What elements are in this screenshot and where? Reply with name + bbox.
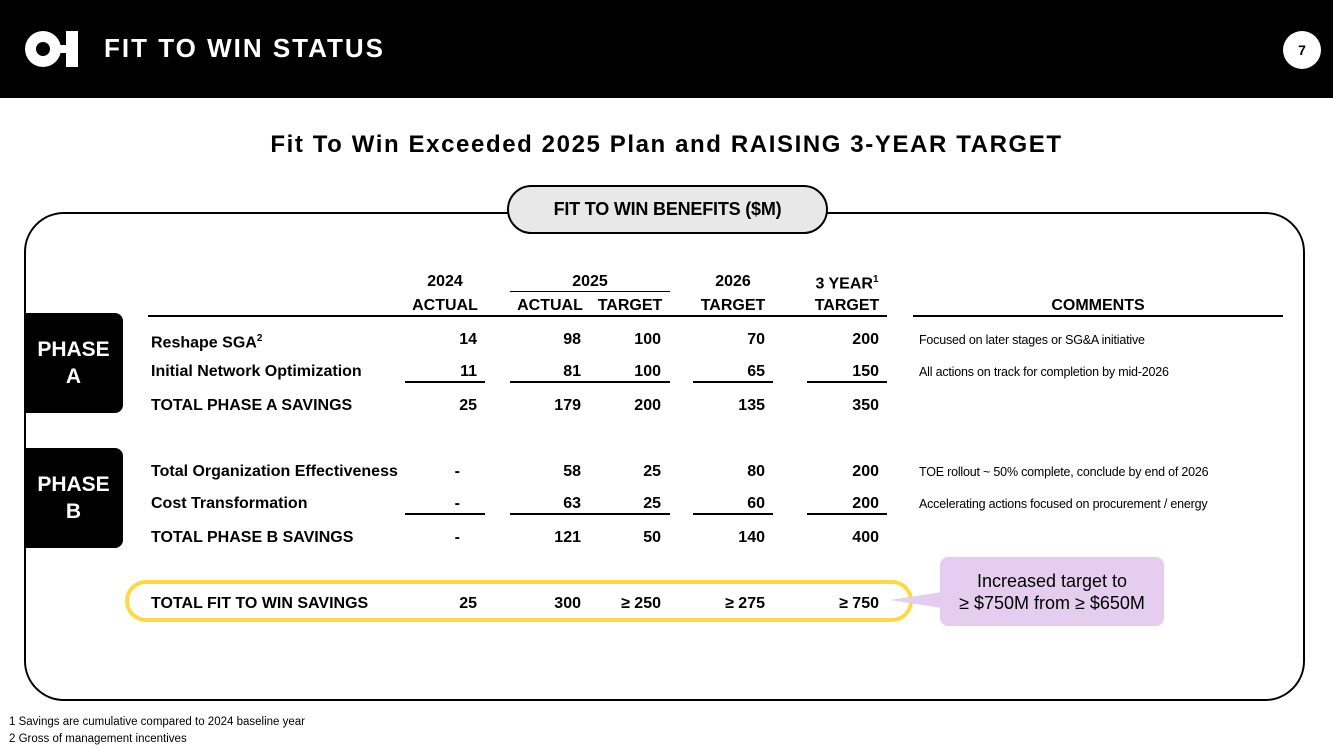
row-name: TOTAL PHASE B SAVINGS: [151, 529, 354, 546]
col-comments: COMMENTS: [1051, 297, 1145, 314]
row-name: Cost Transformation: [151, 495, 308, 512]
cell-2025-target: 200: [634, 397, 661, 414]
subtotal-rule: [510, 513, 670, 515]
col-2025-actual: ACTUAL: [517, 297, 583, 314]
subtotal-rule: [807, 381, 887, 383]
row-name: TOTAL PHASE A SAVINGS: [151, 397, 353, 414]
row-comment: All actions on track for completion by m…: [919, 365, 1169, 379]
cell-2026-target: 70: [747, 331, 765, 348]
cell-2026-target: 135: [738, 397, 765, 414]
col-2025-year: 2025: [572, 273, 608, 290]
phase-a-badge: PHASE A: [24, 313, 123, 413]
footnote-2: 2 Gross of management incentives: [9, 733, 187, 745]
cell-2025-actual: 63: [563, 495, 581, 512]
cell-3year-target: 350: [852, 397, 879, 414]
cell-2024-actual: 11: [460, 363, 477, 380]
header-rule: [148, 315, 887, 317]
phase-b-badge: PHASE B: [24, 448, 123, 548]
header-bar: FIT TO WIN STATUS 7: [0, 0, 1333, 98]
cell-2024-actual: 25: [459, 397, 477, 414]
comments-header-rule: [913, 315, 1283, 317]
col-3year-sub: TARGET: [814, 297, 880, 314]
col-2026-sub: TARGET: [700, 297, 766, 314]
cell-2025-actual: 58: [563, 463, 581, 480]
footnote-1: 1 Savings are cumulative compared to 202…: [9, 716, 305, 728]
col-3year-label: 3 YEAR: [815, 275, 873, 293]
subtotal-rule: [510, 381, 670, 383]
subtotal-rule: [693, 513, 773, 515]
cell-2025-target: 25: [643, 463, 661, 480]
cell-2024-actual: 14: [459, 331, 477, 348]
row-comment: Focused on later stages or SG&A initiati…: [919, 333, 1145, 347]
phase-b-letter: B: [65, 500, 82, 523]
cell-3year-target: 150: [852, 363, 879, 380]
cell-2026-target: 60: [747, 495, 765, 512]
row-comment: Accelerating actions focused on procurem…: [919, 497, 1208, 511]
row-footnote: 2: [256, 333, 263, 344]
cell-2025-target: 100: [634, 331, 661, 348]
cell-2026-target: 80: [747, 463, 765, 480]
cell-3year-target: 200: [852, 331, 879, 348]
subtotal-rule: [807, 513, 887, 515]
cell-2024-actual: -: [454, 529, 460, 546]
cell-2025-actual: 179: [554, 397, 581, 414]
row-name: Initial Network Optimization: [151, 363, 362, 380]
cell-2025-target: 100: [634, 363, 661, 380]
panel-title: FIT TO WIN BENEFITS ($M): [507, 185, 828, 234]
row-comment: TOE rollout ~ 50% complete, conclude by …: [919, 465, 1209, 479]
cell-2024-actual: -: [454, 495, 460, 512]
cell-2025-actual: 81: [563, 363, 581, 380]
callout-line1: Increased target to: [976, 570, 1128, 591]
row-name: Total Organization Effectiveness: [151, 463, 398, 480]
page-number: 7: [1283, 31, 1321, 69]
callout-line2: ≥ $750M from ≥ $650M: [959, 592, 1145, 613]
row-name: Reshape SGA: [151, 334, 257, 352]
grand-total-2025-actual: 300: [554, 595, 581, 612]
cell-2025-actual: 98: [563, 331, 581, 348]
grand-total-2024-actual: 25: [459, 595, 477, 612]
cell-2026-target: 65: [747, 363, 765, 380]
cell-3year-target: 200: [852, 463, 879, 480]
grand-total-name: TOTAL FIT TO WIN SAVINGS: [151, 595, 369, 612]
cell-2025-actual: 121: [554, 529, 581, 546]
callout-pointer: [890, 592, 942, 608]
phase-b-label: PHASE: [37, 473, 110, 496]
company-logo: [25, 31, 78, 67]
slide-subtitle: Fit To Win Exceeded 2025 Plan and RAISIN…: [270, 131, 1063, 158]
col-3year-footnote: 1: [872, 274, 879, 285]
grand-total-2026-target: ≥ 275: [725, 595, 765, 612]
header-title: FIT TO WIN STATUS: [104, 33, 385, 63]
col-2025-target: TARGET: [597, 297, 663, 314]
cell-2025-target: 50: [643, 529, 661, 546]
cell-2025-target: 25: [643, 495, 661, 512]
subtotal-rule: [405, 513, 485, 515]
row-label: Reshape SGA2: [151, 329, 262, 353]
phase-a-label: PHASE: [37, 338, 110, 361]
target-callout: Increased target to ≥ $750M from ≥ $650M: [940, 557, 1164, 626]
phase-a-letter: A: [65, 365, 82, 388]
grand-total-3year-target: ≥ 750: [839, 595, 879, 612]
col-2024-year: 2024: [427, 273, 463, 290]
col-2024-sub: ACTUAL: [412, 297, 478, 314]
col-2025-underline: [510, 291, 670, 292]
col-3year: 3 YEAR1: [799, 270, 895, 294]
cell-3year-target: 400: [852, 529, 879, 546]
cell-2024-actual: -: [454, 463, 460, 480]
subtotal-rule: [693, 381, 773, 383]
grand-total-2025-target: ≥ 250: [621, 595, 661, 612]
cell-3year-target: 200: [852, 495, 879, 512]
cell-2026-target: 140: [738, 529, 765, 546]
subtotal-rule: [405, 381, 485, 383]
col-2026-year: 2026: [715, 273, 751, 290]
